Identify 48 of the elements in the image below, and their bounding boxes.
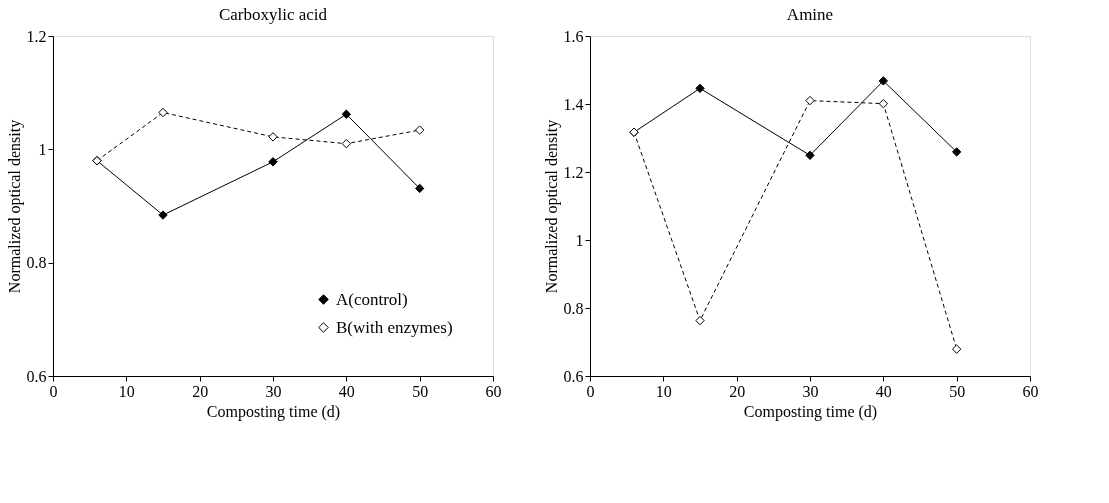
point — [695, 315, 705, 326]
x-tick-label: 40 — [338, 382, 355, 400]
point — [695, 83, 705, 94]
point — [341, 138, 352, 149]
point — [805, 150, 815, 161]
point — [158, 107, 168, 118]
y-tick-label: 1.4 — [563, 95, 584, 113]
y-tick-label: 1.2 — [26, 27, 47, 45]
point — [951, 344, 962, 354]
x-tick-label: 0 — [586, 382, 595, 400]
x-tick-label: 10 — [655, 382, 672, 400]
x-tick-label: 60 — [1022, 382, 1039, 400]
point — [158, 210, 168, 220]
legend-label: B(with enzymes) — [336, 317, 453, 337]
x-tick-label: 0 — [49, 382, 58, 400]
x-axis-title: Composting time (d) — [206, 402, 341, 421]
point — [268, 157, 278, 167]
x-tick-label: 40 — [875, 382, 892, 400]
y-tick-label: 1.2 — [563, 163, 584, 181]
y-tick-label: 0.6 — [563, 367, 584, 385]
x-tick-label: 50 — [949, 382, 966, 400]
x-tick-label: 10 — [118, 382, 135, 400]
x-tick-label: 20 — [192, 382, 209, 400]
x-tick-label: 50 — [412, 382, 429, 400]
point — [878, 98, 889, 109]
chart-title: Amine — [786, 5, 834, 24]
y-axis-title: Normalized optical density — [542, 119, 561, 294]
x-tick-label: 60 — [485, 382, 502, 400]
y-axis-title: Normalized optical density — [5, 119, 24, 294]
y-tick-label: 0.8 — [26, 254, 47, 272]
y-tick-label: 1.6 — [563, 27, 584, 45]
point — [878, 76, 889, 86]
point — [951, 147, 962, 157]
y-tick-label: 0.6 — [26, 367, 47, 385]
x-tick-label: 30 — [802, 382, 819, 400]
point — [805, 95, 815, 106]
point — [341, 109, 352, 119]
y-tick-label: 1 — [38, 140, 47, 158]
point — [414, 183, 425, 194]
point — [414, 125, 425, 135]
legend-label: A(control) — [336, 289, 408, 309]
chart-title: Carboxylic acid — [218, 5, 328, 24]
x-tick-label: 30 — [265, 382, 282, 400]
point — [268, 132, 278, 142]
y-tick-label: 0.8 — [563, 299, 584, 317]
y-tick-label: 1 — [575, 231, 584, 249]
x-tick-label: 20 — [729, 382, 746, 400]
x-axis-title: Composting time (d) — [743, 402, 878, 421]
